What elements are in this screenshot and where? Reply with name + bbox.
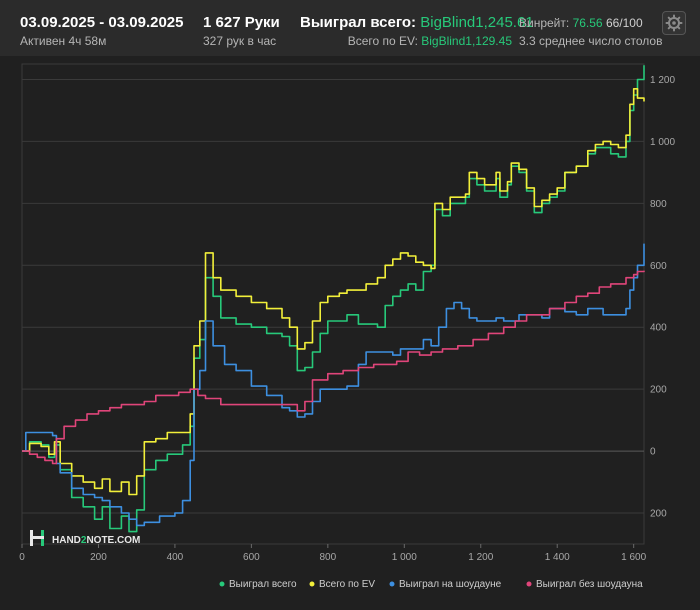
- y-tick-label: 400: [650, 323, 667, 334]
- bankroll-chart: 200 0 200 400 600 800 1 000 1 200 0 200 400 600 800 1…: [19, 63, 675, 590]
- x-tick-label: 1 400: [545, 552, 570, 563]
- hand2note-logo: HAND2NOTE.COM: [30, 530, 140, 546]
- ev-total-label: Всего по EV:: [347, 34, 418, 48]
- x-tick-label: 1 600: [621, 552, 646, 563]
- legend-marker-3: [526, 581, 532, 587]
- legend-label-0: Выиграл всего: [229, 579, 297, 590]
- y-tick-label: 200: [650, 509, 667, 520]
- legend-marker-2: [389, 581, 395, 587]
- series-line-2: [22, 243, 645, 527]
- y-tick-label: 1 200: [650, 75, 675, 86]
- svg-text:HAND2NOTE.COM: HAND2NOTE.COM: [52, 535, 140, 546]
- total-won-label: Выиграл всего:: [300, 14, 417, 31]
- hands-count: 1 627 Руки: [203, 14, 280, 31]
- gear-icon: [665, 14, 683, 32]
- x-tick-label: 400: [167, 552, 184, 563]
- ev-total-value: BigBlind1,129.45: [421, 34, 512, 48]
- axes: 200 0 200 400 600 800 1 000 1 200 0 200 400 600 800 1…: [19, 75, 675, 563]
- ev-total: Всего по EV: BigBlind1,129.45: [348, 34, 512, 48]
- logo-text-a: HAND: [52, 535, 81, 546]
- legend-label-3: Выиграл без шоудауна: [536, 578, 643, 590]
- y-tick-label: 200: [650, 385, 667, 396]
- series-line-3: [22, 270, 645, 465]
- winrate: Винрейт: 76.56 66/100: [519, 16, 643, 30]
- logo-text-b: 2: [81, 535, 87, 546]
- active-time: Активен 4ч 58м: [20, 34, 107, 48]
- legend-marker-1: [309, 581, 315, 587]
- chart-area: 200 0 200 400 600 800 1 000 1 200 0 200 400 600 800 1…: [0, 56, 700, 610]
- hands-per-hour: 327 рук в час: [203, 34, 277, 48]
- legend-label-2: Выиграл на шоудауне: [399, 579, 502, 590]
- x-tick-label: 800: [319, 552, 336, 563]
- x-tick-label: 1 000: [392, 552, 417, 563]
- x-tick-label: 1 200: [468, 552, 493, 563]
- date-range: 03.09.2025 - 03.09.2025: [20, 14, 184, 31]
- y-tick-label: 600: [650, 261, 667, 272]
- header: 03.09.2025 - 03.09.2025 Активен 4ч 58м 1…: [0, 0, 700, 56]
- series-lines: [22, 65, 645, 533]
- total-won: Выиграл всего: BigBlind1,245.61: [300, 14, 534, 31]
- settings-button[interactable]: [662, 11, 686, 35]
- total-won-value: BigBlind1,245.61: [420, 14, 534, 31]
- winrate-label: Винрейт:: [519, 16, 570, 30]
- series-line-1: [22, 88, 645, 496]
- avg-tables: 3.3 среднее число столов: [519, 34, 663, 48]
- legend-marker-0: [219, 581, 225, 587]
- winrate-value: 76.56: [572, 16, 603, 30]
- y-tick-label: 0: [650, 447, 656, 458]
- winrate-suffix: 66/100: [605, 16, 643, 30]
- x-tick-label: 600: [243, 552, 260, 563]
- legend-label-1: Всего по EV: [319, 579, 375, 590]
- legend: Выиграл всего Всего по EV Выиграл на шоуда…: [219, 578, 643, 590]
- logo-text-c: NOTE.COM: [86, 535, 140, 546]
- logo-mark-bar: [30, 536, 44, 539]
- x-tick-label: 0: [19, 552, 25, 563]
- y-tick-label: 800: [650, 199, 667, 210]
- x-tick-label: 200: [90, 552, 107, 563]
- series-line-0: [22, 65, 645, 533]
- grid: [21, 63, 645, 545]
- y-tick-label: 1 000: [650, 137, 675, 148]
- plot-frame: [21, 63, 645, 545]
